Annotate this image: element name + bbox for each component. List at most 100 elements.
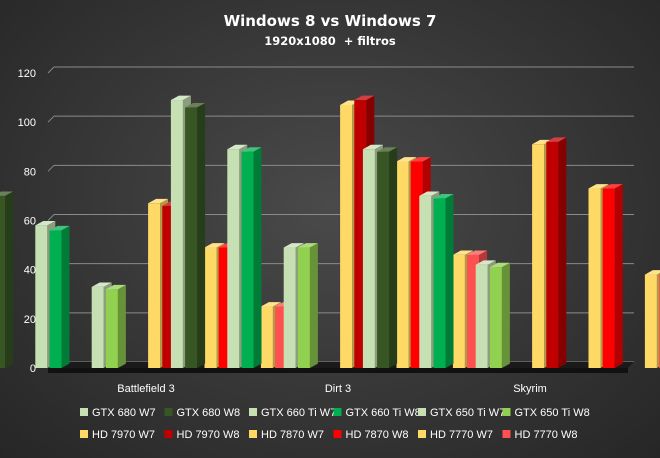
legend-swatch (80, 408, 88, 416)
bar-side (197, 103, 206, 369)
gridline-diagonal (47, 115, 55, 123)
chart-subtitle: 1920x1080 + filtros (264, 34, 396, 48)
legend-label: HD 7770 W7 (430, 429, 493, 441)
bar (0, 191, 14, 368)
bar-top (377, 147, 398, 152)
bar-side (389, 147, 398, 368)
legend: GTX 680 W7 GTX 680 W8 GTX 660 Ti W7 GTX 660… (80, 407, 590, 441)
bar-top (419, 191, 440, 196)
bar-top (644, 270, 660, 275)
bar-front (377, 151, 390, 368)
bar-front (105, 289, 118, 368)
bar-front (340, 104, 353, 368)
legend-item: HD 7870 W7 (249, 429, 324, 441)
bar-front (204, 247, 217, 368)
bar-top (362, 144, 383, 150)
legend-item: GTX 680 W8 (164, 407, 241, 419)
legend-label: GTX 660 Ti W7 (261, 407, 336, 419)
bar-front (185, 107, 198, 369)
y-tick-label: 0 (30, 363, 36, 375)
bar-top (148, 198, 169, 204)
bar-front (260, 306, 273, 368)
bar-front (588, 188, 601, 368)
bar-top (546, 137, 567, 142)
legend-label: HD 7770 W8 (515, 429, 578, 441)
bar-side (253, 147, 262, 368)
bar-front (433, 198, 446, 368)
bar-front (241, 151, 254, 368)
bar-top (204, 243, 225, 248)
category-label: Dirt 3 (325, 383, 351, 395)
legend-item: HD 7970 W8 (164, 429, 240, 441)
bar-top (105, 284, 126, 290)
bar-top (227, 144, 248, 150)
bar (241, 147, 262, 368)
bar-top (91, 282, 112, 287)
legend-item: HD 7870 W8 (333, 429, 409, 441)
bar-top (532, 139, 553, 145)
bar-top (396, 157, 417, 162)
bar-top (467, 250, 488, 255)
legend-swatch (249, 430, 257, 438)
bar (489, 262, 510, 368)
legend-swatch (164, 430, 173, 438)
chart-title: Windows 8 vs Windows 7 (224, 12, 437, 30)
bar (185, 103, 206, 369)
bar-front (362, 149, 375, 368)
legend-swatch (80, 430, 88, 438)
legend-item: HD 7970 W7 (80, 429, 155, 441)
bar-front (644, 274, 657, 368)
bar (602, 184, 623, 368)
legend-label: GTX 650 Ti W8 (515, 407, 590, 419)
y-tick-label: 60 (24, 216, 36, 228)
bar-side (445, 193, 454, 368)
bar-front (452, 254, 465, 368)
legend-label: HD 7870 W8 (346, 429, 409, 441)
bar-top (260, 302, 281, 307)
bar-front (532, 144, 545, 368)
legend-swatch (418, 408, 426, 416)
legend-label: GTX 680 W8 (177, 407, 241, 419)
y-tick-label: 20 (24, 314, 36, 326)
bar-side (558, 137, 567, 368)
bar-side (61, 225, 70, 368)
legend-label: GTX 650 Ti W7 (430, 407, 505, 419)
legend-swatch (418, 430, 426, 438)
bar (433, 193, 454, 368)
gridline-diagonal (47, 164, 55, 172)
bar-front (419, 195, 432, 368)
bar (297, 243, 318, 368)
bar-front (475, 264, 488, 368)
bar-top (0, 191, 14, 196)
legend-label: GTX 680 W7 (92, 407, 156, 419)
bar-front (227, 149, 240, 368)
legend-swatch (502, 408, 511, 416)
bar-front (396, 161, 409, 368)
legend-label: GTX 660 Ti W8 (346, 407, 421, 419)
bar-top (49, 225, 70, 231)
bar-top (489, 262, 510, 268)
bar-top (35, 221, 56, 226)
legend-item: GTX 650 Ti W8 (502, 407, 590, 419)
bar-side (501, 262, 510, 368)
category-label: Battlefield 3 (117, 383, 174, 395)
legend-item: GTX 660 Ti W7 (249, 407, 336, 419)
legend-swatch (333, 430, 342, 438)
legend-label: HD 7970 W8 (177, 429, 240, 441)
floor-front (48, 368, 628, 373)
legend-item: HD 7770 W7 (418, 429, 493, 441)
bar (377, 147, 398, 368)
bars (0, 95, 660, 369)
bar-top (475, 260, 496, 265)
bar-front (546, 141, 559, 368)
bar-top (452, 250, 473, 255)
bar-side (5, 191, 14, 368)
bar-front (170, 100, 183, 369)
legend-label: HD 7970 W7 (92, 429, 155, 441)
bar-top (354, 95, 375, 101)
bar-front (148, 203, 161, 368)
legend-swatch (164, 408, 173, 416)
bar (644, 270, 660, 368)
legend-swatch (502, 430, 511, 438)
